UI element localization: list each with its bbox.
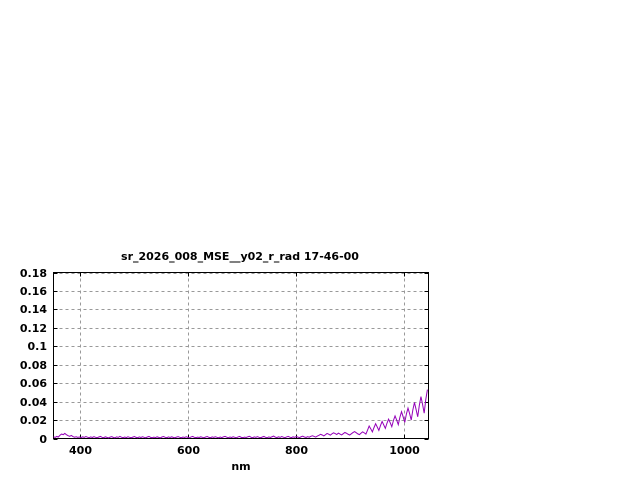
y-tick-label: 0.18 <box>19 266 47 280</box>
chart-title: sr_2026_008_MSE__y02_r_rad 17-46-00 <box>121 250 359 263</box>
y-tick-label: 0 <box>39 432 47 446</box>
gridlines <box>53 272 429 439</box>
axis-ticks <box>53 272 429 440</box>
y-tick-label: 0.04 <box>19 395 47 409</box>
data-series-layer <box>53 389 428 439</box>
y-tick-label: 0.16 <box>19 284 47 298</box>
y-tick-label: 0.12 <box>19 321 47 335</box>
plot-frame <box>53 272 429 439</box>
x-tick-label: 800 <box>285 444 308 457</box>
y-tick-label: 0.08 <box>19 358 47 372</box>
x-tick-label: 600 <box>177 444 200 457</box>
y-tick-label: 0.1 <box>27 339 48 353</box>
x-axis-title: nm <box>231 460 251 473</box>
x-tick-label: 400 <box>69 444 92 457</box>
data-line-radiance <box>53 389 428 439</box>
x-tick-label: 1000 <box>389 444 420 457</box>
y-tick-label: 0.06 <box>19 376 47 390</box>
y-tick-label: 0.02 <box>19 413 47 427</box>
y-tick-label: 0.14 <box>19 302 47 316</box>
y-axis-tick-labels: 0 0.02 0.04 0.06 0.08 0.1 0.12 0.14 0.16 0.18 <box>0 266 48 445</box>
